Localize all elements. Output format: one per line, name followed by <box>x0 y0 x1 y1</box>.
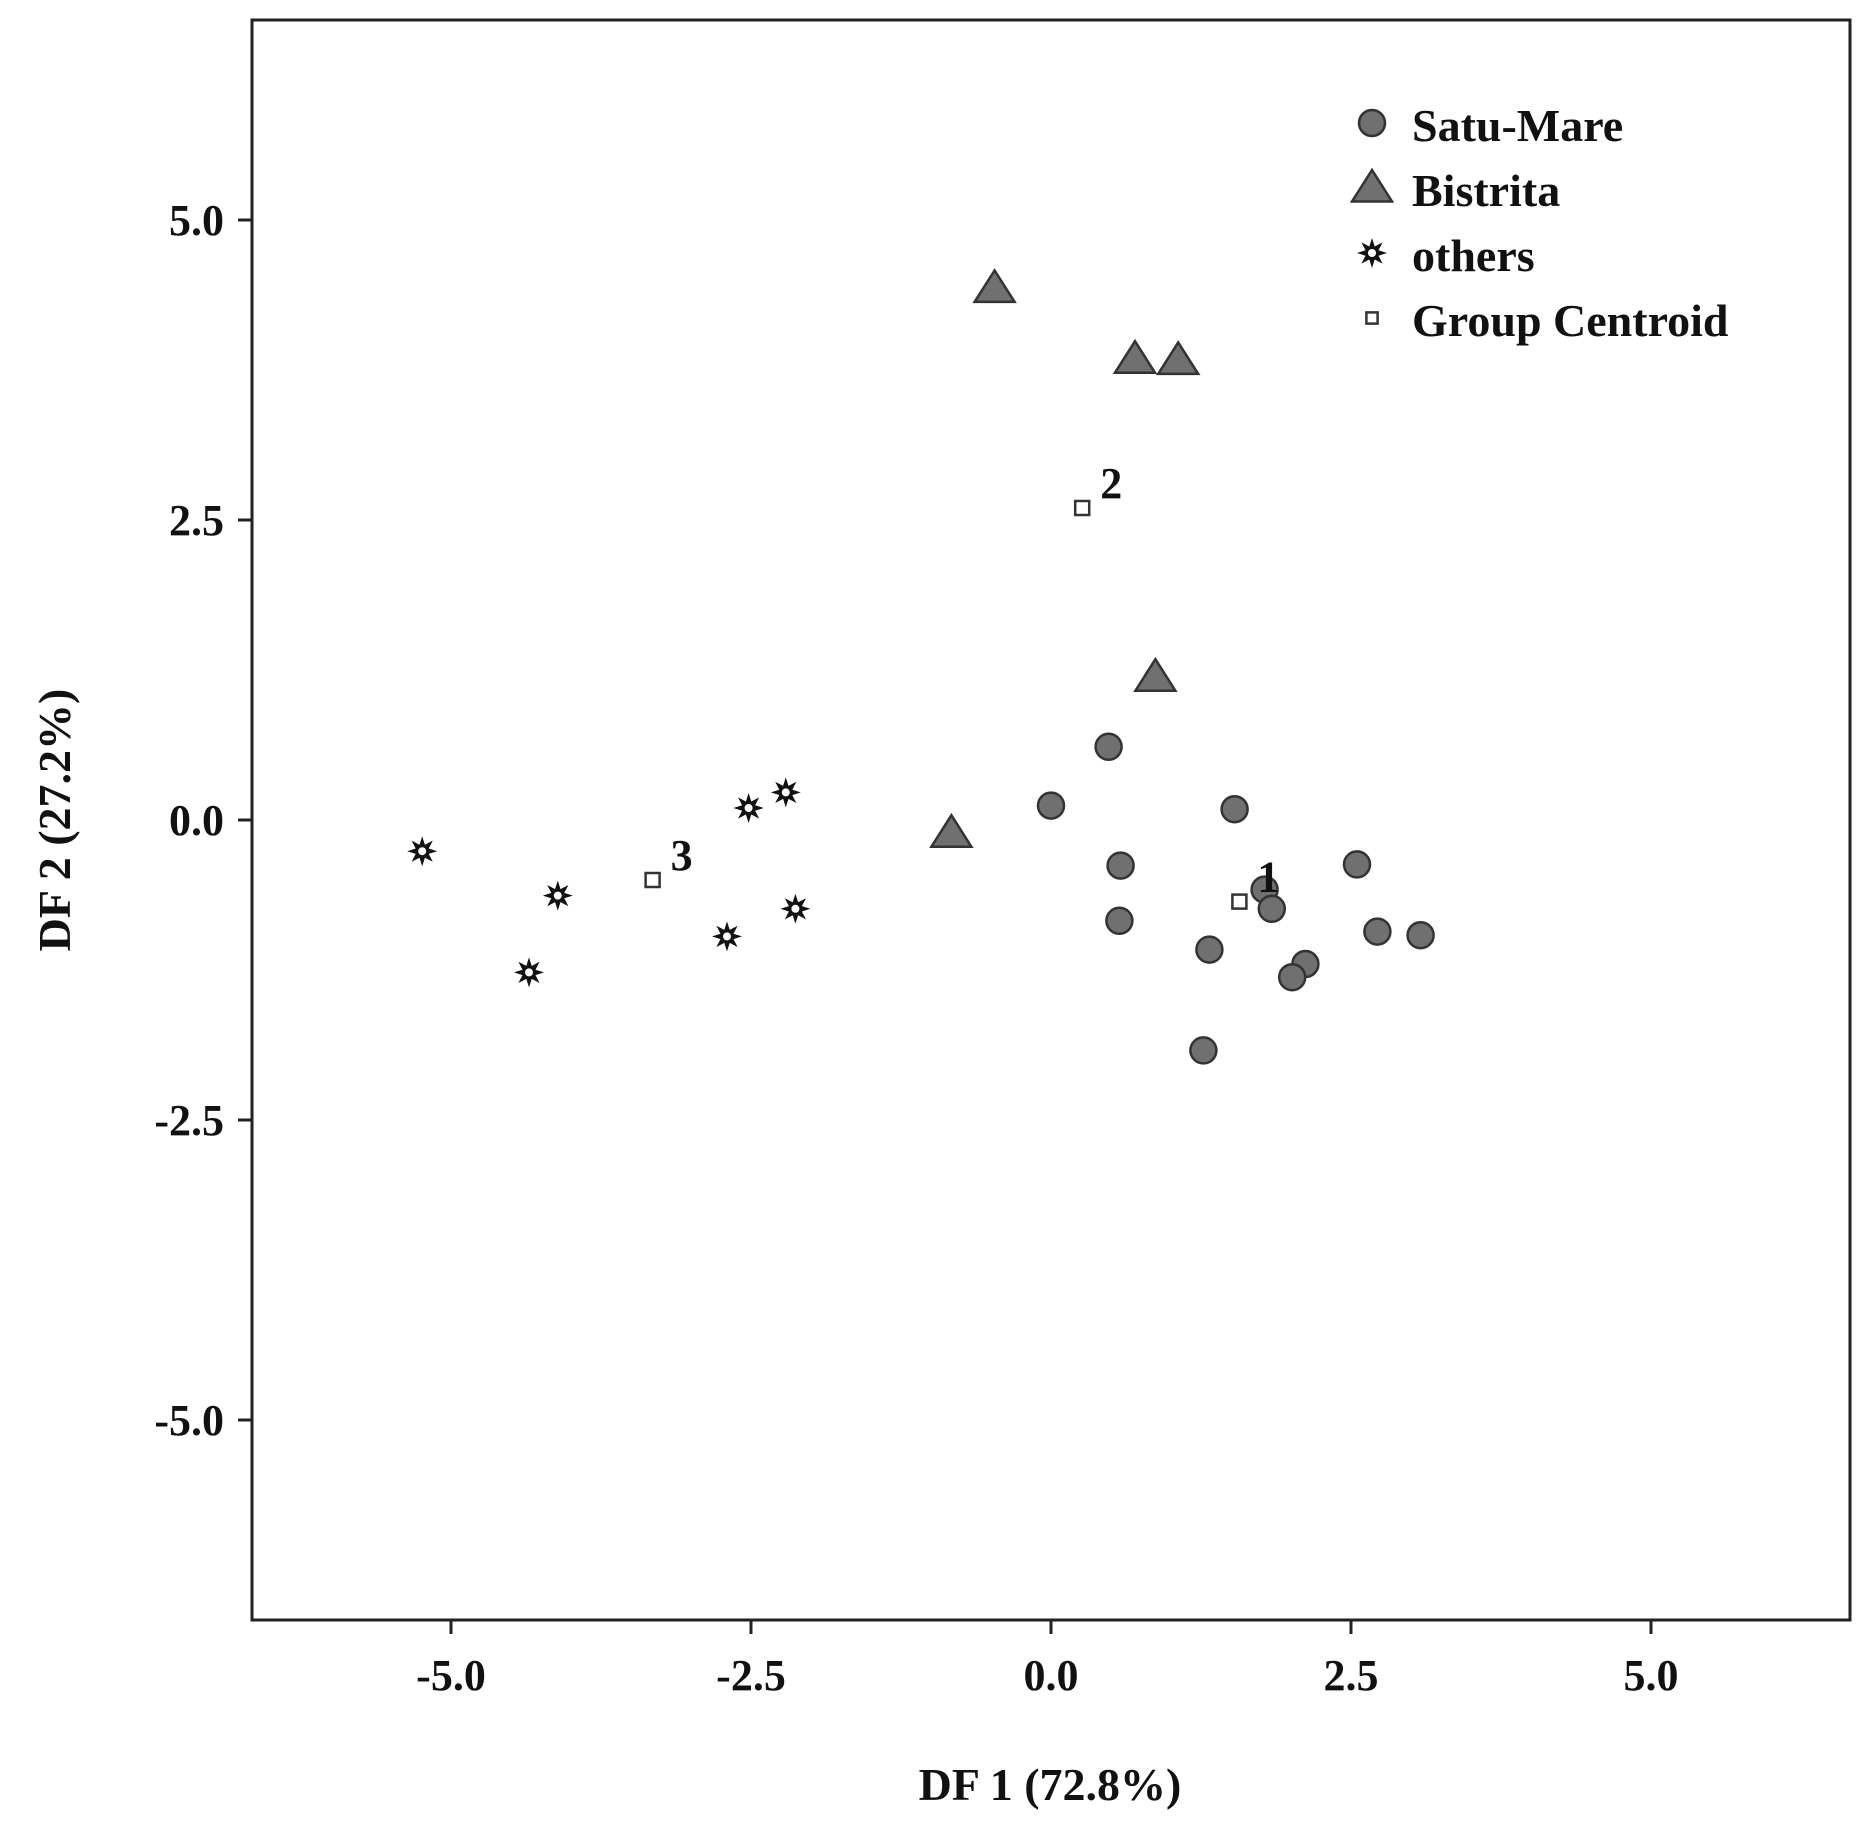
x-tick-label: -5.0 <box>416 1651 486 1700</box>
y-axis: 5.0 2.5 0.0 -2.5 -5.0 <box>154 196 252 1445</box>
centroid-label: 1 <box>1257 853 1279 902</box>
legend: Satu-Mare Bistrita others Group Centroid <box>1349 100 1729 346</box>
data-point-star <box>780 893 811 924</box>
data-point-star-center <box>781 788 790 797</box>
data-point-star-center <box>418 847 427 856</box>
data-point-triangle <box>1133 656 1178 692</box>
x-tick-label: -2.5 <box>716 1651 786 1700</box>
data-point-star-center <box>553 891 562 900</box>
y-tick-label: -2.5 <box>154 1096 224 1145</box>
legend-label: others <box>1412 230 1535 281</box>
y-tick-label: 5.0 <box>169 196 224 245</box>
legend-label: Satu-Mare <box>1412 100 1623 151</box>
data-point-circle <box>1342 850 1372 879</box>
x-tick-label: 0.0 <box>1024 1651 1079 1700</box>
centroid-point <box>1073 499 1091 517</box>
legend-label: Bistrita <box>1412 165 1560 216</box>
data-point-star-center <box>723 932 731 941</box>
legend-marker-circle <box>1357 108 1387 138</box>
y-axis-title: DF 2 (27.2%) <box>29 689 80 952</box>
legend-marker-star <box>1357 238 1387 268</box>
data-point-star <box>407 836 438 867</box>
x-tick-label: 2.5 <box>1324 1651 1379 1700</box>
y-tick-label: 0.0 <box>169 796 224 845</box>
centroid-point <box>644 871 661 889</box>
data-point-triangle <box>1112 338 1158 374</box>
data-point-circle <box>1094 732 1123 762</box>
data-point-star <box>542 880 573 911</box>
data-point-star <box>712 921 742 952</box>
data-point-circle <box>1406 920 1435 950</box>
data-point-circle <box>1277 962 1307 992</box>
x-axis-title: DF 1 (72.8%) <box>919 1759 1182 1810</box>
data-point-circle <box>1220 794 1249 824</box>
y-tick-label: -5.0 <box>154 1396 224 1445</box>
centroid-label: 3 <box>671 831 693 880</box>
data-point-circle <box>1036 791 1066 820</box>
data-point-circle <box>1105 906 1134 936</box>
data-point-circle <box>1257 894 1287 924</box>
data-point-star-center <box>744 804 753 812</box>
data-point-star-center <box>525 968 533 977</box>
data-point-circle <box>1195 935 1224 964</box>
data-point-star-center <box>791 904 800 913</box>
data-point-triangle <box>972 268 1017 304</box>
legend-marker-star-center <box>1368 249 1376 257</box>
legend-marker-square <box>1365 311 1379 325</box>
data-point-star <box>733 793 764 823</box>
data-point-circle <box>1363 917 1392 946</box>
data-point-star <box>770 777 801 808</box>
data-point-triangle <box>1155 340 1201 376</box>
data-point-triangle <box>929 812 974 848</box>
legend-label: Group Centroid <box>1412 295 1729 346</box>
data-point-circle <box>1106 851 1135 880</box>
plot-frame <box>250 18 1852 1622</box>
legend-marker-triangle <box>1349 167 1395 203</box>
data-marks: 1 2 3 <box>407 268 1435 1065</box>
x-axis: -5.0 -2.5 0.0 2.5 5.0 <box>416 1620 1679 1700</box>
centroid-label: 2 <box>1100 459 1122 508</box>
y-tick-label: 2.5 <box>169 496 224 545</box>
data-point-star <box>514 957 544 988</box>
x-tick-label: 5.0 <box>1624 1651 1679 1700</box>
centroid-point <box>1231 893 1248 910</box>
data-point-circle <box>1189 1036 1218 1065</box>
